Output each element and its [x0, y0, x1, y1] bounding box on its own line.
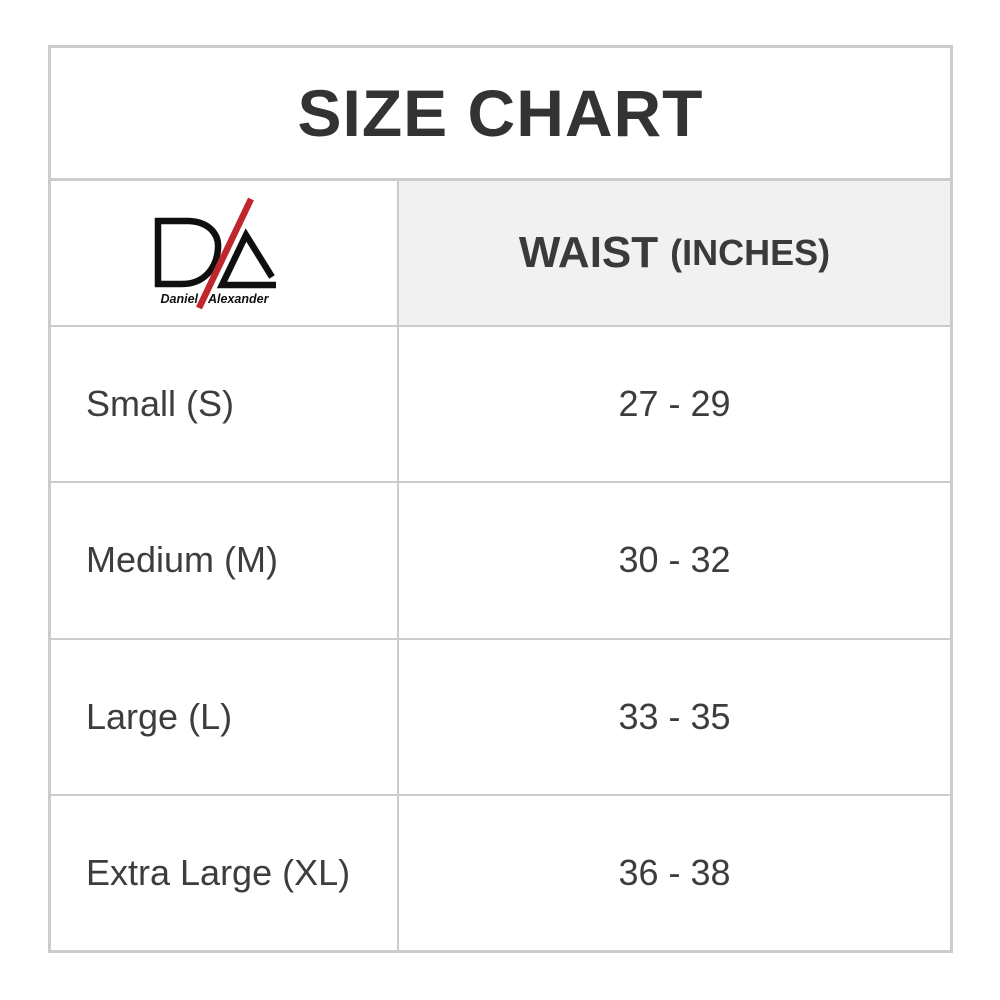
waist-value: 30 - 32 [618, 539, 731, 581]
size-label: Extra Large (XL) [86, 851, 351, 893]
waist-cell: 27 - 29 [399, 327, 950, 481]
brand-name-last: Alexander [207, 292, 270, 306]
waist-cell: 36 - 38 [399, 796, 950, 950]
brand-name-first: Daniel [160, 292, 198, 306]
logo-red-slash [196, 197, 254, 309]
title-row: SIZE CHART [51, 48, 950, 178]
waist-cell: 30 - 32 [399, 483, 950, 637]
size-label: Medium (M) [86, 539, 279, 581]
logo-letter-d [154, 217, 222, 287]
waist-header-cell: WAIST (INCHES) [399, 181, 950, 325]
waist-value: 33 - 35 [618, 695, 731, 737]
brand-logo-cell: Daniel Alexander [51, 181, 399, 325]
size-label: Large (L) [86, 695, 233, 737]
waist-header-unit: (INCHES) [670, 232, 831, 273]
waist-value: 27 - 29 [618, 383, 731, 425]
size-cell: Medium (M) [51, 483, 399, 638]
daniel-alexander-logo-icon: Daniel Alexander [154, 197, 276, 309]
size-cell: Large (L) [51, 639, 399, 794]
waist-header-label: WAIST [518, 228, 659, 277]
page-title: SIZE CHART [297, 76, 704, 150]
table-row-large: Large (L) 33 - 35 [51, 637, 950, 794]
table-row-extra-large: Extra Large (XL) 36 - 38 [51, 793, 950, 950]
size-cell: Small (S) [51, 327, 399, 482]
size-chart-table: SIZE CHART Daniel Alexander WAIST (INCHE… [48, 45, 953, 953]
size-cell: Extra Large (XL) [51, 795, 399, 950]
header-row: Daniel Alexander WAIST (INCHES) [51, 178, 950, 325]
table-row-small: Small (S) 27 - 29 [51, 325, 950, 482]
logo-letter-a [216, 227, 276, 288]
waist-value: 36 - 38 [618, 851, 731, 893]
waist-cell: 33 - 35 [399, 640, 950, 794]
table-row-medium: Medium (M) 30 - 32 [51, 481, 950, 638]
size-label: Small (S) [86, 383, 235, 425]
